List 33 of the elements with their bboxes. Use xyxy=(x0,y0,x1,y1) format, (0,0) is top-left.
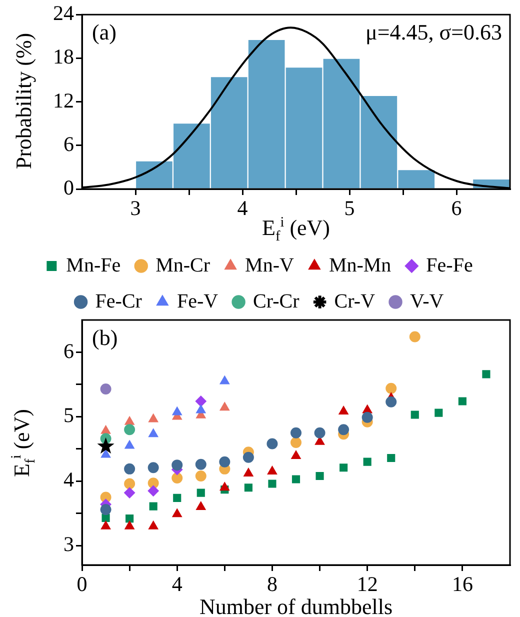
legend-label: Cr-Cr xyxy=(253,290,300,312)
legend-label: Mn-V xyxy=(245,254,294,276)
x-tick-label: 3 xyxy=(130,196,141,220)
y-tick-label: 18 xyxy=(53,44,74,69)
annotation: μ=4.45, σ=0.63 xyxy=(366,19,502,44)
legend-label: Fe-Fe xyxy=(426,254,473,276)
x-tick-label: 4 xyxy=(172,572,183,596)
annotation: (a) xyxy=(92,19,116,44)
legend-label: Fe-V xyxy=(176,290,219,312)
legend-label: V-V xyxy=(410,290,444,312)
y-axis-title: Probability (%) xyxy=(11,32,37,170)
legend-label: Mn-Mn xyxy=(328,254,392,276)
x-tick-label: 16 xyxy=(452,572,473,596)
y-tick-label: 3 xyxy=(64,532,74,556)
x-tick-label: 8 xyxy=(266,572,278,596)
y-tick-label: 5 xyxy=(64,403,74,428)
x-tick-label: 12 xyxy=(356,572,378,596)
x-axis-title: Number of dumbbells xyxy=(199,594,393,617)
annotation: (b) xyxy=(92,324,118,350)
legend-label: Fe-Cr xyxy=(95,290,142,312)
y-tick-label: 4 xyxy=(64,468,74,492)
y-tick-label: 6 xyxy=(64,338,74,363)
legend-label: Mn-Cr xyxy=(156,254,210,276)
y-tick-label: 6 xyxy=(64,132,74,156)
x-tick-label: 6 xyxy=(451,196,462,220)
legend-label: Cr-V xyxy=(334,290,376,312)
x-axis-title: E$_{f}$$^{i}$ (eV) xyxy=(262,214,330,246)
y-tick-label: 12 xyxy=(53,88,74,112)
y-tick-label: 24 xyxy=(53,1,74,26)
x-tick-label: 5 xyxy=(344,196,355,220)
y-tick-label: 0 xyxy=(64,176,74,200)
x-tick-label: 4 xyxy=(237,196,248,220)
legend-label: Mn-Fe xyxy=(66,254,121,276)
